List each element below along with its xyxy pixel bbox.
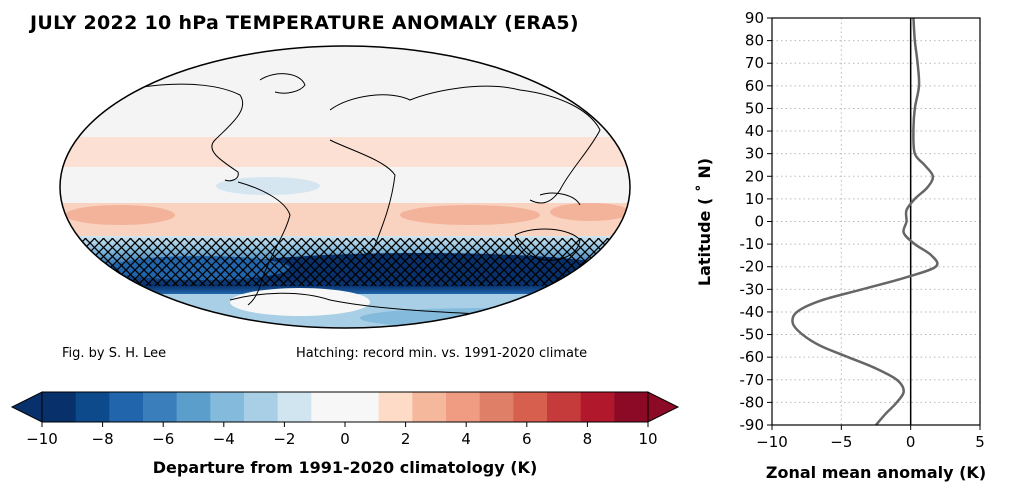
colorbar-tick-label: 2 <box>401 430 411 448</box>
y-tick-label: -60 <box>740 348 765 366</box>
x-axis-label: Zonal mean anomaly (K) <box>766 463 986 482</box>
record-min-hatching <box>60 238 630 286</box>
map-frame <box>59 45 631 329</box>
y-tick-label: 40 <box>745 122 764 140</box>
y-tick-label: -90 <box>740 416 765 434</box>
colorbar-tick-label: 6 <box>522 430 532 448</box>
y-tick-label: 90 <box>745 9 764 27</box>
x-tick-label: 0 <box>906 433 916 451</box>
colorbar-segments <box>10 391 680 423</box>
colorbar-tick-label: −6 <box>152 430 174 448</box>
coastlines <box>79 73 601 317</box>
y-tick-label: -50 <box>740 326 765 344</box>
y-tick-label: 80 <box>745 32 764 50</box>
colorbar-tick-label: 4 <box>461 430 471 448</box>
y-tick-label: 30 <box>745 145 764 163</box>
colorbar-segment <box>547 392 582 422</box>
zonal-mean-line <box>791 17 939 426</box>
colorbar-label: Departure from 1991-2020 climatology (K) <box>152 458 538 477</box>
y-tick-label: 50 <box>745 99 764 117</box>
colorbar: −10 −8 −6 −4 −2 0 2 4 6 8 10 <box>10 391 680 448</box>
chart-series <box>791 17 939 426</box>
y-tick-label: 20 <box>745 167 764 185</box>
y-tick-label: 10 <box>745 190 764 208</box>
cool-patch-tropics <box>216 177 320 195</box>
x-tick-label: −5 <box>830 433 852 451</box>
colorbar-segment <box>580 392 615 422</box>
colorbar-tick-label: 10 <box>638 430 657 448</box>
chart-grid <box>771 17 981 426</box>
y-tick-label: 70 <box>745 54 764 72</box>
y-tick-label: 60 <box>745 77 764 95</box>
y-axis-label: Latitude ( ˚ N) <box>695 158 714 286</box>
y-tick-label: -40 <box>740 303 765 321</box>
x-tick-label: 5 <box>975 433 985 451</box>
colorbar-segment <box>244 392 279 422</box>
y-tick-label: -80 <box>740 393 765 411</box>
colorbar-segment <box>210 392 245 422</box>
y-axis-ticks: 90 80 70 60 50 40 30 20 10 0 -10 -20 -30 -40 -50 -60 -70… <box>740 9 772 434</box>
colorbar-segment <box>109 392 144 422</box>
colorbar-tick-label: 0 <box>340 430 350 448</box>
colorbar-segment <box>412 392 447 422</box>
colorbar-tick-label: −2 <box>273 430 295 448</box>
colorbar-tick-label: −8 <box>92 430 114 448</box>
figure-title: JULY 2022 10 hPa TEMPERATURE ANOMALY (ER… <box>30 12 579 34</box>
y-tick-label: -30 <box>740 280 765 298</box>
colorbar-tick-label: −4 <box>213 430 235 448</box>
colorbar-segment <box>277 392 312 422</box>
colorbar-segment <box>345 392 380 422</box>
hatching-note: Hatching: record min. vs. 1991-2020 clim… <box>296 346 588 361</box>
x-axis-ticks: −10 −5 0 5 <box>756 425 985 451</box>
figure-credit: Fig. by S. H. Lee <box>62 346 167 361</box>
colorbar-tick-label: −10 <box>26 430 58 448</box>
colorbar-segment <box>75 392 110 422</box>
colorbar-segment <box>479 392 514 422</box>
colorbar-segment <box>513 392 548 422</box>
colorbar-segment <box>378 392 413 422</box>
colorbar-segment <box>311 392 346 422</box>
colorbar-segment <box>42 392 77 422</box>
y-tick-label: -10 <box>740 235 765 253</box>
colorbar-segment <box>446 392 481 422</box>
warm-band-north <box>60 137 630 167</box>
y-tick-label: 0 <box>754 213 764 231</box>
colorbar-segment <box>176 392 211 422</box>
colorbar-segment <box>143 392 178 422</box>
colorbar-tick-label: 8 <box>583 430 593 448</box>
x-tick-label: −10 <box>756 433 788 451</box>
y-tick-label: -70 <box>740 371 765 389</box>
y-tick-label: -20 <box>740 258 765 276</box>
colorbar-segment <box>614 392 649 422</box>
colorbar-ticks: −10 −8 −6 −4 −2 0 2 4 6 8 10 <box>26 422 658 448</box>
